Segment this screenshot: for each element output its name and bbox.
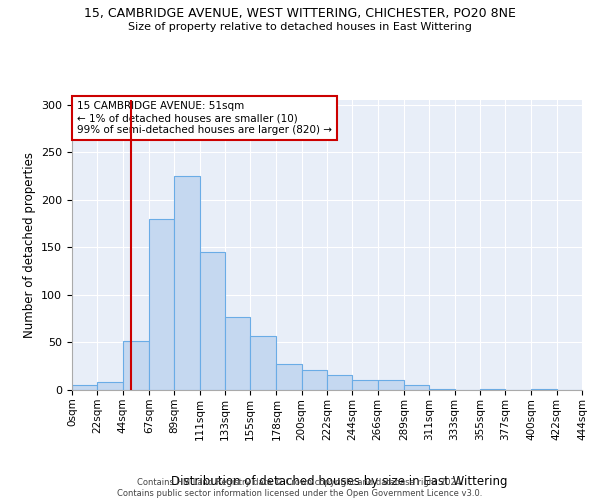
- Bar: [149, 219, 174, 390]
- Bar: [532, 389, 557, 390]
- Bar: [429, 389, 455, 390]
- Bar: [72, 385, 97, 390]
- Bar: [250, 336, 277, 390]
- Bar: [404, 385, 429, 390]
- Bar: [199, 252, 225, 390]
- Y-axis label: Number of detached properties: Number of detached properties: [23, 152, 35, 338]
- Bar: [277, 364, 302, 390]
- Bar: [377, 380, 404, 390]
- Text: 15, CAMBRIDGE AVENUE, WEST WITTERING, CHICHESTER, PO20 8NE: 15, CAMBRIDGE AVENUE, WEST WITTERING, CH…: [84, 8, 516, 20]
- Bar: [174, 176, 199, 390]
- Text: Size of property relative to detached houses in East Wittering: Size of property relative to detached ho…: [128, 22, 472, 32]
- Bar: [97, 382, 122, 390]
- Text: Distribution of detached houses by size in East Wittering: Distribution of detached houses by size …: [171, 474, 507, 488]
- Bar: [122, 340, 149, 390]
- Bar: [480, 389, 505, 390]
- Bar: [225, 317, 250, 390]
- Bar: [352, 380, 377, 390]
- Text: Contains HM Land Registry data © Crown copyright and database right 2024.
Contai: Contains HM Land Registry data © Crown c…: [118, 478, 482, 498]
- Bar: [327, 375, 352, 390]
- Text: 15 CAMBRIDGE AVENUE: 51sqm
← 1% of detached houses are smaller (10)
99% of semi-: 15 CAMBRIDGE AVENUE: 51sqm ← 1% of detac…: [77, 102, 332, 134]
- Bar: [302, 370, 327, 390]
